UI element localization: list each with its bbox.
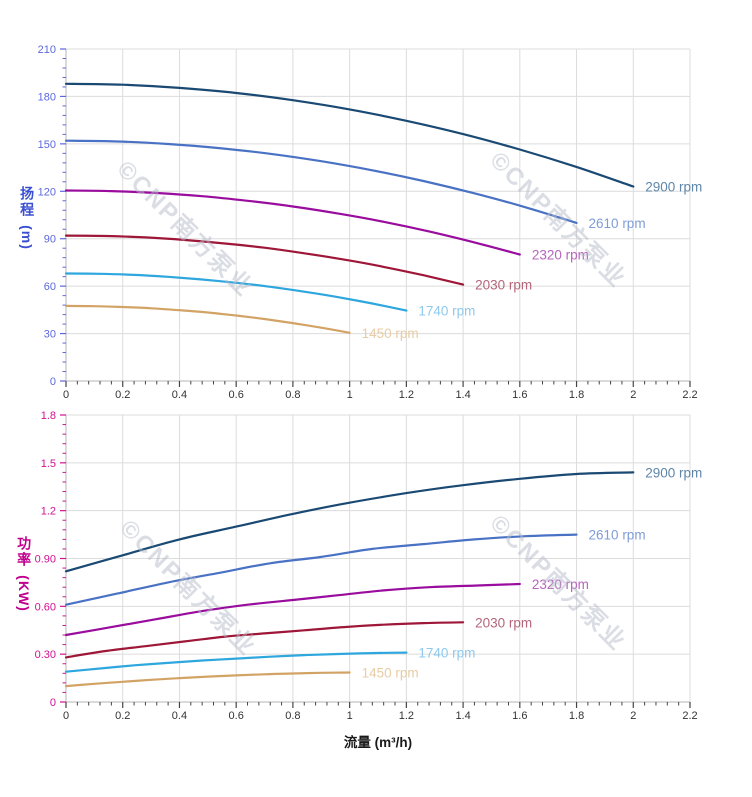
power-x-tick-label: 1	[347, 710, 353, 722]
head-y-tick-label: 0	[50, 376, 56, 388]
power-x-tick-label: 0.6	[229, 710, 244, 722]
head-curve-2320-rpm	[64, 189, 521, 256]
flow-axis-label: 流量 (m³/h)	[343, 735, 413, 750]
power-curve-2900-rpm	[64, 471, 635, 573]
head-curve-label-2030-rpm: 2030 rpm	[475, 278, 532, 293]
power-curve-2030-rpm	[64, 621, 465, 659]
head-axis-title-cn: 扬程	[19, 186, 36, 219]
power-curve-label-2030-rpm: 2030 rpm	[475, 615, 532, 630]
power-x-tick-label: 2	[630, 710, 636, 722]
power-curve-2610-rpm	[64, 533, 578, 606]
power-x-tick-label: 1.6	[512, 710, 527, 722]
power-curve-label-2610-rpm: 2610 rpm	[589, 528, 646, 543]
power-y-tick-label: 1.2	[41, 506, 56, 518]
head-curve-label-2610-rpm: 2610 rpm	[589, 216, 646, 231]
power-x-tick-label: 0	[63, 710, 69, 722]
head-curve-2900-rpm	[64, 82, 635, 188]
power-x-tick-label: 0.2	[115, 710, 130, 722]
head-curve-1450-rpm	[64, 304, 351, 334]
head-curve-label-2320-rpm: 2320 rpm	[532, 248, 589, 263]
head-curve-label-2900-rpm: 2900 rpm	[645, 180, 702, 195]
head-y-tick-label: 60	[44, 281, 56, 293]
power-y-tick-label: 0.60	[35, 601, 56, 613]
power-curve-1740-rpm	[64, 651, 408, 673]
head-y-tick-label: 30	[44, 329, 56, 341]
power-axis-title-cn: 功率	[16, 536, 33, 569]
head-y-tick-label: 180	[38, 91, 56, 103]
power-curve-label-1450-rpm: 1450 rpm	[362, 666, 419, 681]
head-y-tick-label: 90	[44, 234, 56, 246]
head-curve-label-1740-rpm: 1740 rpm	[418, 304, 475, 319]
power-y-tick-label: 1.5	[41, 458, 56, 470]
power-axis-title: 功率 (KW)	[16, 536, 32, 612]
head-curve-label-1450-rpm: 1450 rpm	[362, 326, 419, 341]
head-axis-title: 扬程 (m)	[19, 186, 35, 250]
power-curve-label-2900-rpm: 2900 rpm	[645, 465, 702, 480]
head-x-tick-label: 0.8	[285, 389, 300, 401]
head-y-tick-label: 120	[38, 186, 56, 198]
power-x-tick-label: 0.4	[172, 710, 187, 722]
head-y-tick-label: 210	[38, 44, 56, 56]
power-x-tick-label: 1.8	[569, 710, 584, 722]
head-x-tick-label: 1.6	[512, 389, 527, 401]
power-curve-label-1740-rpm: 1740 rpm	[418, 646, 475, 661]
power-y-tick-label: 1.8	[41, 410, 56, 422]
head-x-tick-label: 2	[630, 389, 636, 401]
power-curve-2320-rpm	[64, 582, 521, 637]
power-x-tick-label: 1.4	[455, 710, 470, 722]
head-x-tick-label: 1	[347, 389, 353, 401]
head-curve-1740-rpm	[64, 272, 408, 312]
head-x-tick-label: 1.8	[569, 389, 584, 401]
power-curve-1450-rpm	[64, 671, 351, 688]
head-x-tick-label: 0.2	[115, 389, 130, 401]
head-curve-2610-rpm	[64, 139, 578, 224]
power-curve-label-2320-rpm: 2320 rpm	[532, 577, 589, 592]
head-x-tick-label: 0.6	[229, 389, 244, 401]
power-y-tick-label: 0.30	[35, 649, 56, 661]
power-y-tick-label: 0	[50, 697, 56, 709]
power-x-tick-label: 2.2	[682, 710, 697, 722]
power-x-tick-label: 0.8	[285, 710, 300, 722]
head-axis-unit: (m)	[19, 225, 36, 250]
head-y-tick-label: 150	[38, 139, 56, 151]
head-x-tick-label: 2.2	[682, 389, 697, 401]
power-x-tick-label: 1.2	[399, 710, 414, 722]
head-x-tick-label: 0	[63, 389, 69, 401]
power-axis-unit: (KW)	[16, 575, 33, 612]
head-x-tick-label: 0.4	[172, 389, 187, 401]
head-x-tick-label: 1.4	[455, 389, 470, 401]
head-x-tick-label: 1.2	[399, 389, 414, 401]
power-y-tick-label: 0.90	[35, 554, 56, 566]
head-curve-2030-rpm	[64, 234, 465, 286]
